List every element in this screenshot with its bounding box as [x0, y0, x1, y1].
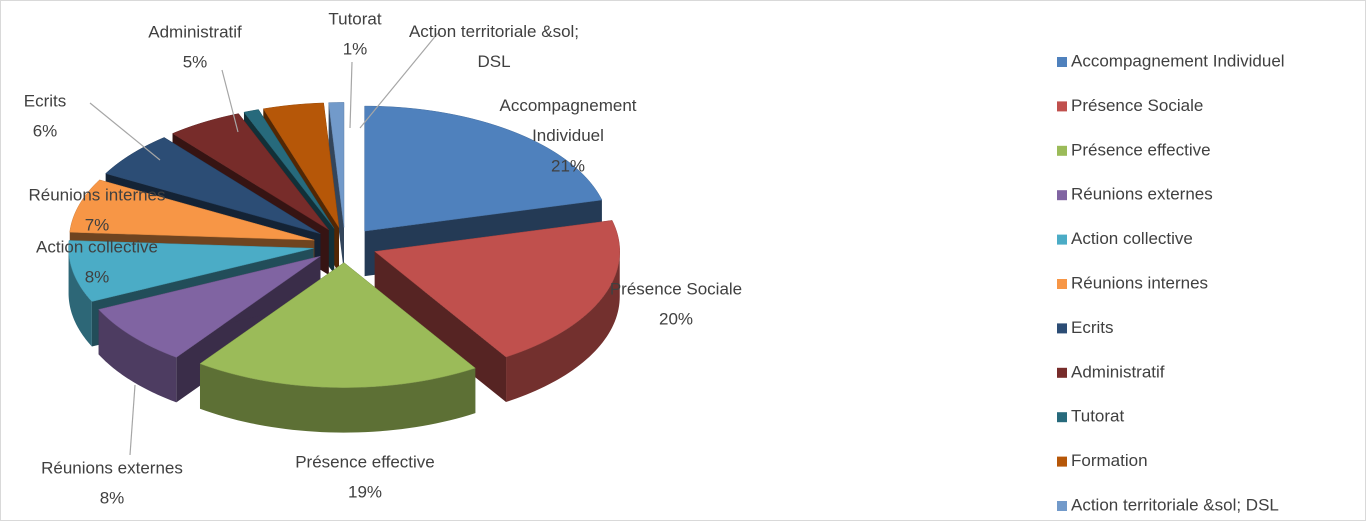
legend-label: Présence effective	[1071, 140, 1211, 159]
data-label-name: Réunions externes	[41, 458, 183, 477]
legend-label: Présence Sociale	[1071, 96, 1203, 115]
data-label-value: 8%	[100, 488, 125, 507]
legend-label: Réunions internes	[1071, 273, 1208, 292]
data-label-name: Tutorat	[328, 9, 382, 28]
leader-line	[349, 61, 353, 129]
slice	[374, 220, 621, 403]
legend-label: Action collective	[1071, 229, 1193, 248]
data-label-name: Action collective	[36, 237, 158, 256]
slice-side	[506, 251, 620, 403]
legend-swatch	[1057, 501, 1067, 511]
data-label-value: 20%	[659, 309, 693, 328]
slice-top	[262, 102, 340, 228]
legend-swatch	[1057, 234, 1067, 245]
data-label-name: Accompagnement Individuel	[499, 96, 636, 145]
data-label-name: Présence effective	[295, 452, 435, 471]
legend-swatch	[1057, 145, 1067, 156]
data-label-value: 6%	[33, 121, 58, 140]
legend-label: Tutorat	[1071, 407, 1125, 426]
legend-swatch	[1057, 323, 1067, 334]
slice-side	[68, 248, 92, 347]
data-label-value: 1%	[343, 39, 368, 58]
data-label-value: 7%	[85, 215, 110, 234]
leader-line	[359, 32, 439, 129]
data-label-name: Présence Sociale	[610, 279, 742, 298]
legend-swatch	[1057, 190, 1067, 201]
slice-top	[98, 255, 321, 358]
slice-side	[199, 363, 476, 433]
data-label-value: 21%	[551, 156, 585, 175]
slice-wall	[328, 102, 344, 273]
legend-label: Réunions externes	[1071, 185, 1213, 204]
slice-side	[98, 309, 177, 403]
slice-top	[105, 137, 321, 235]
slice	[328, 102, 345, 273]
legend-label: Formation	[1071, 451, 1148, 470]
data-label-value: 19%	[348, 482, 382, 501]
data-label-name: Réunions internes	[28, 185, 165, 204]
legend-swatch	[1057, 367, 1067, 378]
slice-top	[374, 220, 621, 358]
data-label-name: Action territoriale &sol; DSL	[409, 22, 579, 71]
leader-line	[89, 102, 161, 161]
data-label-name: Administratif	[148, 22, 242, 41]
slice-top	[69, 179, 315, 241]
legend-swatch	[1057, 412, 1067, 423]
slice-top	[364, 105, 603, 232]
legend-swatch	[1057, 279, 1067, 289]
leader-line	[129, 384, 136, 456]
legend-swatch	[1057, 101, 1067, 112]
slice-top	[243, 109, 335, 229]
slice-top	[171, 113, 329, 231]
slice-top	[68, 240, 314, 302]
legend-swatch	[1057, 57, 1067, 67]
legend-label: Accompagnement Individuel	[1071, 51, 1285, 70]
legend-label: Action territoriale &sol; DSL	[1071, 495, 1279, 514]
leader-line	[221, 69, 239, 133]
legend-label: Administratif	[1071, 362, 1165, 381]
legend-swatch	[1057, 456, 1067, 467]
legend-label: Ecrits	[1071, 318, 1114, 337]
slice-top	[199, 262, 476, 388]
data-label-name: Ecrits	[24, 91, 67, 110]
slice	[199, 262, 476, 433]
data-label-value: 5%	[183, 52, 208, 71]
slice-top	[328, 102, 345, 228]
slice-wall	[374, 251, 507, 403]
data-label-value: 8%	[85, 267, 110, 286]
